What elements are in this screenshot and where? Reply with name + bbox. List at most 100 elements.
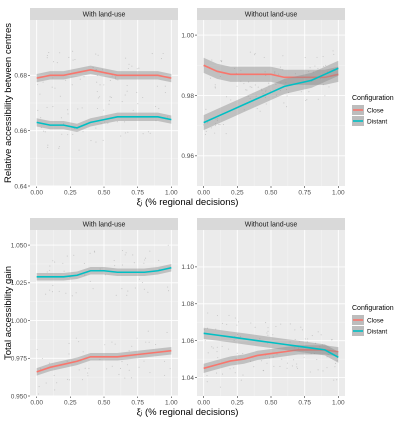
scatter-point [215,118,217,120]
scatter-point [96,81,98,83]
scatter-point [71,84,73,86]
scatter-point [97,54,99,56]
x-tick-label: 1.00 [165,400,178,407]
scatter-point [307,338,309,340]
y-tick-label: 0.64 [14,183,27,190]
scatter-point [264,96,266,98]
scatter-point [333,379,335,381]
scatter-point [286,362,289,364]
scatter-point [121,288,123,290]
scatter-point [103,84,105,86]
scatter-point [96,91,98,93]
scatter-point [72,50,74,52]
chart-1: With land-use 0.00 0.25 0.50 0.75 1.00 0.64 0.6… [3,8,394,208]
scatter-point [66,360,68,362]
facet-strip [197,8,345,20]
scatter-point [334,366,336,368]
scatter-point [294,339,296,341]
scatter-point [40,126,42,129]
scatter-point [219,124,221,126]
scatter-point [128,369,130,371]
scatter-point [82,131,84,133]
y-tick-label: 1.00 [181,32,194,39]
scatter-point [49,289,51,291]
scatter-point [144,259,146,261]
x-tick-label: 0.00 [197,190,210,197]
scatter-point [204,340,206,342]
scatter-point [75,337,77,339]
scatter-point [255,95,257,97]
scatter-point [37,84,39,86]
scatter-point [84,274,86,276]
scatter-point [206,327,208,329]
scatter-point [111,341,113,343]
y-tick-label: 1.025 [11,280,28,287]
scatter-point [108,100,110,102]
scatter-point [234,317,236,319]
scatter-point [240,80,242,82]
scatter-point [138,278,141,280]
scatter-point [95,53,97,55]
scatter-point [319,346,321,348]
scatter-point [49,269,51,271]
scatter-point [104,344,106,346]
scatter-point [51,86,53,88]
legend-label: Close [367,108,384,115]
scatter-point [43,130,45,132]
scatter-point [317,369,319,371]
scatter-point [162,52,164,55]
facet-strip [30,8,178,20]
scatter-point [143,288,145,290]
scatter-point [249,86,251,88]
scatter-point [109,96,111,98]
scatter-point [133,262,135,264]
scatter-point [281,358,283,360]
scatter-point [306,341,308,343]
scatter-point [119,367,122,370]
scatter-point [216,351,218,353]
scatter-point [311,335,313,337]
scatter-point [126,294,128,296]
scatter-point [250,322,252,324]
y-tick-label: 0.950 [11,393,28,400]
x-tick-label: 0.75 [131,400,144,407]
scatter-point [158,108,160,110]
scatter-point [275,94,277,96]
scatter-point [45,293,47,295]
facet-2: Without land-use 0.00 0.25 0.50 0.75 1.00 0.96… [181,8,345,197]
scatter-point [131,65,133,67]
legend-label: Close [367,318,384,325]
scatter-point [115,294,117,296]
scatter-point [99,268,101,270]
scatter-point [142,133,144,135]
scatter-point [65,79,67,81]
scatter-point [58,147,60,149]
scatter-point [61,133,63,135]
scatter-point [68,353,70,355]
scatter-point [156,85,158,87]
scatter-point [65,292,67,294]
scatter-point [46,106,48,108]
scatter-point [81,379,83,381]
x-tick-label: 0.25 [64,190,77,197]
scatter-point [272,334,274,336]
scatter-point [245,89,247,91]
scatter-point [60,117,62,119]
scatter-point [97,97,99,99]
facet-1: With land-use 0.00 0.25 0.50 0.75 1.00 0.950 0.… [11,218,178,407]
scatter-point [107,122,109,124]
scatter-point [209,77,212,79]
scatter-point [316,358,318,361]
scatter-point [130,377,133,379]
scatter-point [254,326,256,328]
scatter-point [278,73,280,75]
scatter-point [102,139,104,141]
legend: Configuration Close Distant [352,95,394,126]
scatter-point [256,107,258,110]
scatter-point [294,347,296,349]
scatter-point [121,100,123,103]
scatter-point [203,329,205,331]
scatter-point [236,85,238,87]
scatter-point [274,71,276,73]
scatter-point [236,352,238,354]
